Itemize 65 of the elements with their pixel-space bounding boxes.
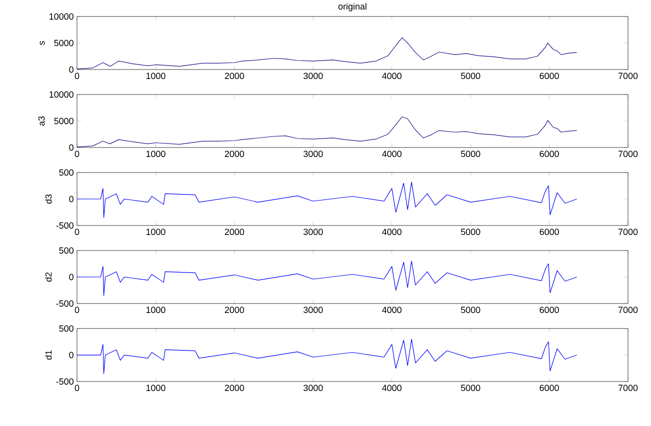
x-tick-label: 7000 — [618, 150, 638, 158]
x-tick-label: 3000 — [304, 150, 323, 158]
x-tick-label: 4000 — [382, 72, 402, 80]
y-tick-label: 10000 — [50, 14, 74, 20]
y-axis-title: d1 — [45, 350, 52, 360]
y-tick-label: 0 — [69, 66, 74, 73]
x-tick-label: 3000 — [304, 306, 323, 314]
y-tick-label: -500 — [56, 300, 74, 307]
x-tick-label: 2000 — [224, 72, 244, 80]
x-tick-label: 2000 — [224, 228, 244, 236]
x-tick-label: 6000 — [540, 306, 559, 314]
line-series — [77, 261, 578, 296]
x-tick-label: 0 — [74, 72, 80, 80]
y-tick-label: 0 — [69, 144, 74, 151]
x-tick-label: 0 — [74, 150, 80, 158]
y-tick-label: 0 — [69, 274, 74, 280]
y-tick-label: 500 — [59, 248, 74, 254]
y-tick-label: 5000 — [54, 118, 74, 124]
chart-title: original — [338, 3, 366, 12]
x-tick-label: 5000 — [460, 306, 480, 314]
x-tick-label: 5000 — [460, 150, 480, 158]
y-tick-label: 500 — [59, 170, 74, 176]
x-tick-label: 5000 — [460, 72, 480, 80]
y-tick-label: 500 — [59, 326, 74, 332]
y-tick-label: -500 — [56, 378, 74, 385]
x-tick-label: 4000 — [382, 150, 402, 158]
y-axis-title: s — [40, 41, 45, 46]
x-tick-label: 0 — [74, 228, 80, 236]
line-series — [77, 339, 578, 374]
y-tick-label: -500 — [56, 222, 74, 229]
x-tick-label: 6000 — [540, 228, 559, 236]
x-tick-label: 6000 — [540, 150, 559, 158]
x-tick-label: 7000 — [618, 228, 638, 236]
y-tick-label: 0 — [69, 352, 74, 358]
y-axis-title: d3 — [45, 194, 52, 204]
x-tick-label: 4000 — [382, 384, 402, 392]
x-tick-label: 7000 — [618, 306, 638, 314]
x-tick-label: 0 — [74, 384, 80, 392]
y-tick-label: 5000 — [54, 40, 74, 46]
x-tick-label: 6000 — [540, 72, 559, 80]
x-tick-label: 7000 — [618, 72, 638, 80]
x-tick-label: 1000 — [146, 384, 166, 392]
x-tick-label: 1000 — [146, 228, 166, 236]
x-tick-label: 6000 — [540, 384, 559, 392]
x-tick-label: 1000 — [146, 306, 166, 314]
line-series — [77, 38, 578, 70]
x-tick-label: 2000 — [224, 150, 244, 158]
x-tick-label: 3000 — [304, 384, 323, 392]
x-tick-label: 1000 — [146, 150, 166, 158]
x-tick-label: 2000 — [224, 306, 244, 314]
x-tick-label: 5000 — [460, 228, 480, 236]
y-tick-label: 0 — [69, 196, 74, 202]
x-tick-label: 2000 — [224, 384, 244, 392]
x-tick-label: 3000 — [304, 228, 323, 236]
x-tick-label: 1000 — [146, 72, 166, 80]
x-tick-label: 4000 — [382, 228, 402, 236]
y-axis-title: a3 — [38, 116, 45, 126]
x-tick-label: 7000 — [618, 384, 638, 392]
y-tick-label: 10000 — [50, 92, 74, 98]
line-series — [77, 182, 578, 218]
x-tick-label: 0 — [74, 306, 80, 314]
x-tick-label: 3000 — [304, 72, 323, 80]
x-tick-label: 4000 — [382, 306, 402, 314]
x-tick-label: 5000 — [460, 384, 480, 392]
y-axis-title: d2 — [45, 272, 52, 282]
